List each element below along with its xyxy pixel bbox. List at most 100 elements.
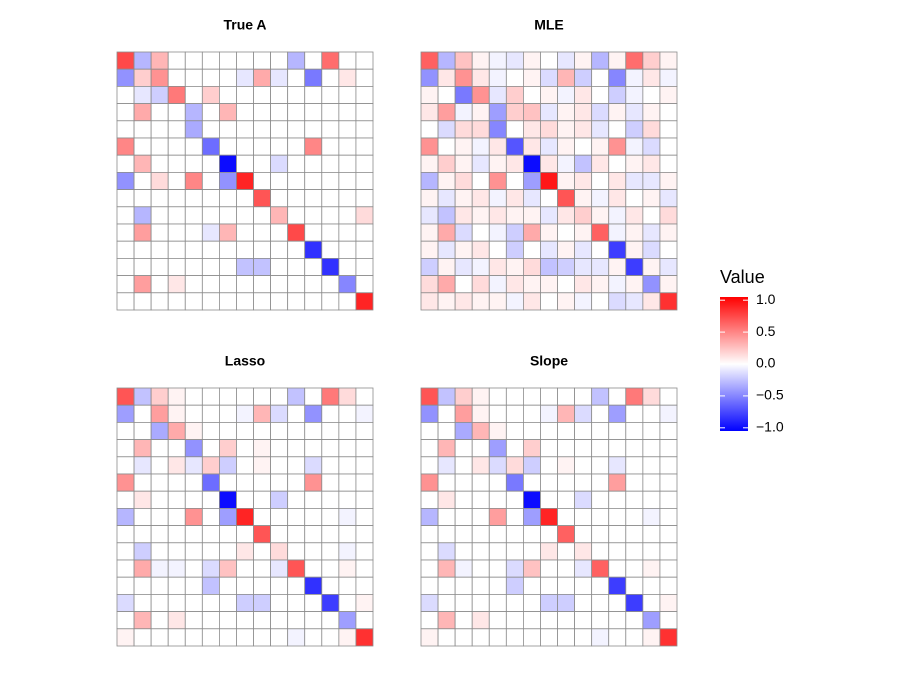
heatmap-cell <box>608 439 627 458</box>
heatmap-cell <box>557 387 575 406</box>
heatmap-cell <box>236 473 254 492</box>
heatmap-cell <box>184 257 203 276</box>
heatmap-cell <box>321 120 340 139</box>
heatmap-cell <box>591 576 610 595</box>
heatmap-cell <box>184 68 203 87</box>
heatmap-cell <box>557 257 575 276</box>
heatmap-cell <box>454 103 473 122</box>
heatmap-cell <box>287 68 306 87</box>
heatmap-cell <box>437 559 456 578</box>
heatmap-cell <box>133 628 152 647</box>
heatmap-cell <box>505 51 524 70</box>
heatmap-cell <box>184 542 203 561</box>
heatmap-cell <box>591 51 610 70</box>
heatmap-cell <box>167 594 186 613</box>
heatmap-cell <box>540 103 558 122</box>
heatmap-cell <box>625 103 644 122</box>
heatmap-cell <box>557 559 575 578</box>
heatmap-cell <box>236 137 254 156</box>
heatmap-cell <box>454 421 473 440</box>
heatmap-cell <box>574 559 593 578</box>
heatmap-cell <box>437 51 456 70</box>
heatmap-cell <box>420 421 439 440</box>
heatmap-cell <box>287 275 306 294</box>
heatmap-cell <box>642 154 661 173</box>
heatmap-cell <box>574 257 593 276</box>
heatmap-cell <box>454 189 473 208</box>
heatmap-cell <box>574 275 593 294</box>
heatmap-cell <box>591 137 610 156</box>
heatmap-cell <box>167 68 186 87</box>
heatmap-cell <box>304 223 323 242</box>
heatmap-cell <box>557 137 575 156</box>
heatmap-cell <box>523 456 541 475</box>
heatmap-cell <box>591 68 610 87</box>
heatmap-cell <box>236 421 254 440</box>
heatmap-cell <box>184 171 203 190</box>
heatmap-cell <box>321 576 340 595</box>
heatmap-cell <box>642 525 661 544</box>
heatmap-cell <box>253 542 272 561</box>
heatmap-cell <box>523 421 541 440</box>
heatmap-cell <box>557 490 575 509</box>
heatmap-cell <box>184 223 203 242</box>
heatmap-cell <box>133 490 152 509</box>
heatmap-cell <box>287 576 306 595</box>
heatmap-cell <box>270 628 289 647</box>
heatmap-cell <box>218 154 237 173</box>
heatmap-cell <box>608 594 627 613</box>
heatmap-cell <box>184 473 203 492</box>
heatmap-cell <box>184 507 203 526</box>
heatmap-cell <box>574 404 593 423</box>
heatmap-cell <box>287 206 306 225</box>
heatmap-cell <box>659 525 678 544</box>
heatmap-cell <box>253 473 272 492</box>
heatmap-cell <box>420 189 439 208</box>
heatmap-cell <box>505 275 524 294</box>
heatmap-cell <box>454 473 473 492</box>
heatmap-cell <box>338 594 357 613</box>
heatmap-cell <box>321 86 340 105</box>
heatmap-cell <box>304 68 323 87</box>
heatmap-cell <box>321 189 340 208</box>
heatmap-cell <box>270 275 289 294</box>
heatmap-cell <box>355 490 374 509</box>
heatmap-cell <box>150 154 169 173</box>
heatmap-cell <box>355 257 374 276</box>
heatmap-cell <box>184 137 203 156</box>
heatmap-cell <box>540 507 558 526</box>
heatmap-cell <box>184 439 203 458</box>
heatmap-cell <box>505 292 524 311</box>
heatmap-cell <box>557 439 575 458</box>
heatmap-cell <box>608 171 627 190</box>
heatmap-cell <box>454 542 473 561</box>
heatmap-cell <box>201 611 220 630</box>
heatmap-cell <box>505 576 524 595</box>
heatmap-cell <box>253 206 272 225</box>
heatmap-cell <box>642 542 661 561</box>
heatmap-cell <box>488 86 507 105</box>
heatmap-cell <box>150 68 169 87</box>
heatmap-cell <box>420 576 439 595</box>
heatmap-cell <box>150 611 169 630</box>
heatmap-cell <box>218 473 237 492</box>
heatmap-cell <box>253 275 272 294</box>
heatmap-cell <box>287 507 306 526</box>
heatmap-cell <box>287 542 306 561</box>
heatmap-cell <box>236 154 254 173</box>
heatmap-cell <box>540 292 558 311</box>
heatmap-cell <box>625 525 644 544</box>
heatmap-cell <box>150 171 169 190</box>
heatmap-cell <box>338 137 357 156</box>
heatmap-cell <box>167 456 186 475</box>
heatmap-cell <box>338 576 357 595</box>
heatmap-cell <box>304 404 323 423</box>
heatmap-cell <box>218 240 237 259</box>
heatmap-cell <box>659 51 678 70</box>
heatmap-cell <box>321 594 340 613</box>
heatmap-cell <box>167 137 186 156</box>
heatmap-cell <box>505 387 524 406</box>
heatmap-cell <box>167 473 186 492</box>
heatmap-cell <box>167 189 186 208</box>
heatmap-cell <box>625 404 644 423</box>
